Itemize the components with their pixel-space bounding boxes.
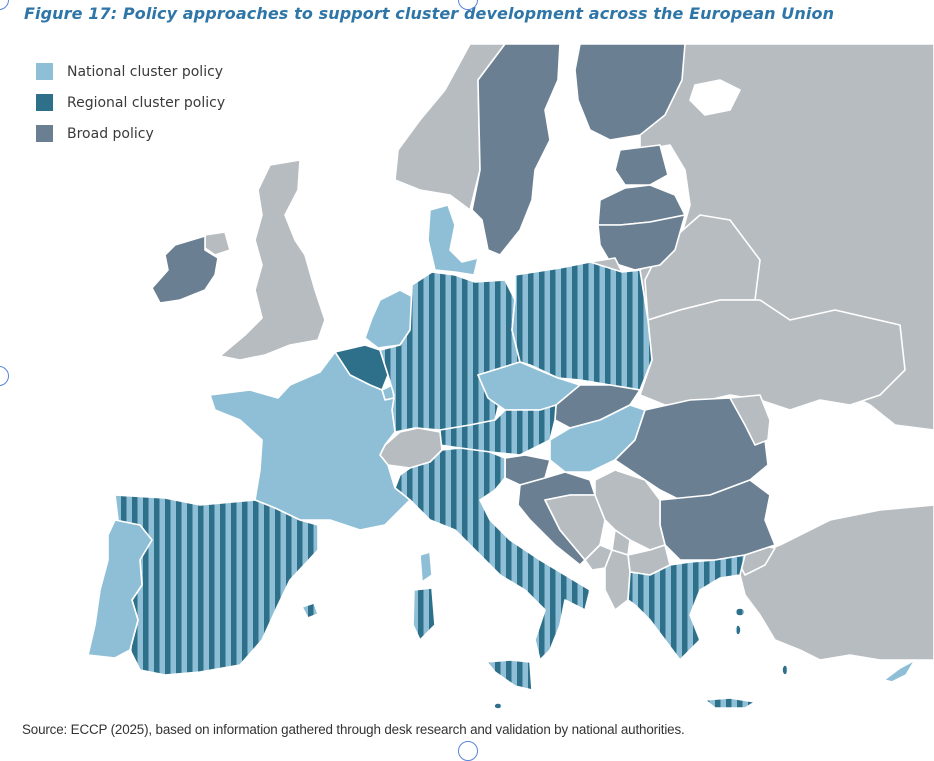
map-legend: National cluster policy Regional cluster…: [36, 56, 225, 149]
region-italy: [394, 447, 591, 661]
region-malta: [493, 702, 503, 710]
region-greek-island: [734, 624, 742, 636]
region-greece: [627, 554, 746, 661]
region-balearic: [301, 602, 319, 619]
region-ireland: [151, 235, 219, 304]
region-finland: [574, 44, 686, 141]
region-france: [209, 351, 411, 531]
region-turkey: [739, 504, 934, 661]
region-corsica: [419, 551, 433, 583]
region-moldova: [729, 394, 771, 446]
region-cyprus: [883, 659, 916, 683]
region-portugal: [87, 519, 153, 659]
region-sardinia: [412, 587, 436, 641]
region-spain: [114, 494, 319, 676]
region-bosnia: [544, 494, 606, 561]
region-albania: [604, 549, 631, 611]
region-sweden: [471, 44, 561, 256]
region-sicily: [486, 659, 533, 691]
europe-map: [87, 44, 934, 710]
region-crete: [704, 697, 756, 709]
selection-handle-topleft[interactable]: [0, 0, 9, 10]
figure-source: Source: ECCP (2025), based on informatio…: [22, 722, 685, 737]
region-greek-island: [734, 607, 746, 617]
region-denmark: [427, 204, 479, 276]
legend-item-broad: Broad policy: [36, 118, 225, 149]
legend-swatch-regional: [36, 94, 53, 111]
region-estonia: [614, 144, 669, 186]
white-sea: [689, 79, 741, 116]
legend-label: Broad policy: [67, 125, 154, 142]
legend-label: National cluster policy: [67, 63, 224, 80]
figure-title: Figure 17: Policy approaches to support …: [24, 4, 835, 23]
legend-swatch-broad: [36, 125, 53, 142]
region-ukraine: [639, 299, 906, 411]
region-lithuania: [597, 214, 686, 271]
legend-item-national: National cluster policy: [36, 56, 225, 87]
legend-swatch-national: [36, 63, 53, 80]
region-greek-island: [781, 664, 789, 676]
black-sea: [769, 419, 881, 501]
region-uk: [219, 159, 326, 361]
legend-label: Regional cluster policy: [67, 94, 226, 111]
legend-item-regional: Regional cluster policy: [36, 87, 225, 118]
selection-handle-bottom[interactable]: [458, 741, 478, 761]
